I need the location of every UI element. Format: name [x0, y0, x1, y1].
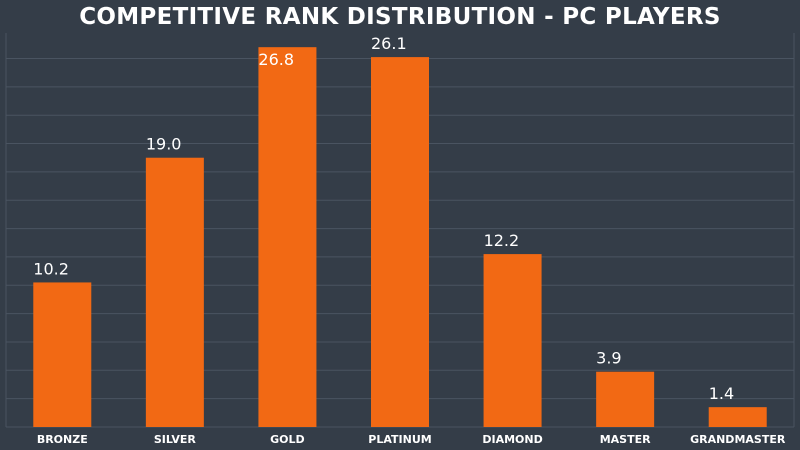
value-label-diamond: 12.2	[484, 231, 520, 250]
bars	[33, 47, 767, 427]
value-label-platinum: 26.1	[371, 34, 407, 53]
category-label-platinum: PLATINUM	[368, 433, 431, 446]
category-label-grandmaster: GRANDMASTER	[690, 433, 786, 446]
bar-platinum	[371, 57, 429, 427]
bar-bronze	[33, 282, 92, 427]
value-label-grandmaster: 1.4	[709, 384, 734, 403]
bar-diamond	[483, 254, 542, 427]
bar-silver	[145, 157, 204, 427]
category-label-gold: GOLD	[270, 433, 305, 446]
value-label-master: 3.9	[596, 349, 621, 368]
category-label-silver: SILVER	[154, 433, 197, 446]
value-label-bronze: 10.2	[33, 259, 69, 278]
bar-master	[596, 371, 655, 427]
chart-title: COMPETITIVE RANK DISTRIBUTION - PC PLAYE…	[79, 4, 721, 30]
category-label-bronze: BRONZE	[37, 433, 88, 446]
value-label-gold: 26.8	[258, 50, 294, 69]
category-label-diamond: DIAMOND	[482, 433, 542, 446]
category-label-master: MASTER	[600, 433, 651, 446]
value-labels: 10.2 19.0 26.8 26.1 12.2 3.9 1.4	[33, 34, 734, 403]
category-labels: BRONZE SILVER GOLD PLATINUM DIAMOND MASTER GRA…	[37, 433, 786, 446]
bar-grandmaster	[708, 407, 767, 427]
bar-gold	[258, 47, 317, 427]
value-label-silver: 19.0	[146, 135, 182, 154]
